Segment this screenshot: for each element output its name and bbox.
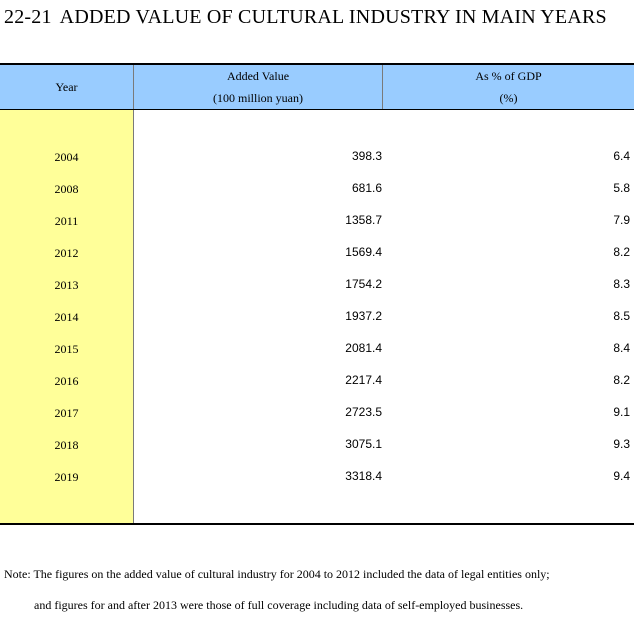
- cell-year: 2017: [54, 406, 79, 420]
- cell-added-value: 2723.5: [345, 405, 382, 419]
- cell-gdp-share: 6.4: [613, 149, 630, 163]
- cell-year: 2008: [54, 182, 79, 196]
- cell-year: 2012: [54, 246, 79, 260]
- cell-gdp-share: 8.3: [613, 277, 630, 291]
- table-header: Year Added Value (100 million yuan) As %…: [0, 65, 634, 109]
- header-added-value-label: Added Value: [226, 69, 290, 83]
- header-year: Year: [0, 65, 134, 109]
- cell-gdp-share: 9.1: [613, 405, 630, 419]
- table-row: 2014 1937.2 8.5: [0, 302, 634, 334]
- table-note-line-2: and figures for and after 2013 were thos…: [34, 598, 524, 612]
- cell-gdp-share: 8.2: [613, 373, 630, 387]
- table-row: 2011 1358.7 7.9: [0, 206, 634, 238]
- table-row: 2015 2081.4 8.4: [0, 334, 634, 366]
- table-row: 2019 3318.4 9.4: [0, 462, 634, 494]
- cell-gdp-share: 9.3: [613, 437, 630, 451]
- cell-added-value: 1569.4: [345, 245, 382, 259]
- header-gdp-share-unit: (%): [499, 91, 518, 105]
- table-number: 22-21: [4, 6, 52, 28]
- table-top-rule: [0, 63, 634, 65]
- table-row: 2016 2217.4 8.2: [0, 366, 634, 398]
- year-column-background: [0, 110, 134, 523]
- table-row: 2017 2723.5 9.1: [0, 398, 634, 430]
- cell-added-value: 681.6: [351, 181, 382, 195]
- cell-gdp-share: 5.8: [613, 181, 630, 195]
- cell-added-value: 398.3: [351, 149, 382, 163]
- cell-year: 2013: [54, 278, 79, 292]
- cell-year: 2014: [54, 310, 79, 324]
- table-row: 2008 681.6 5.8: [0, 174, 634, 206]
- table-row: 2012 1569.4 8.2: [0, 238, 634, 270]
- cell-added-value: 2081.4: [345, 341, 382, 355]
- table-row: 2018 3075.1 9.3: [0, 430, 634, 462]
- cell-year: 2016: [54, 374, 79, 388]
- table-title-text: ADDED VALUE OF CULTURAL INDUSTRY IN MAIN…: [59, 6, 607, 28]
- cell-gdp-share: 9.4: [613, 469, 630, 483]
- cell-added-value: 3318.4: [345, 469, 382, 483]
- cell-year: 2015: [54, 342, 79, 356]
- cell-added-value: 2217.4: [345, 373, 382, 387]
- cell-added-value: 3075.1: [345, 437, 382, 451]
- cell-gdp-share: 8.5: [613, 309, 630, 323]
- table-row: 2013 1754.2 8.3: [0, 270, 634, 302]
- cell-added-value: 1358.7: [345, 213, 382, 227]
- header-bottom-rule: [0, 109, 634, 110]
- cell-gdp-share: 8.4: [613, 341, 630, 355]
- cell-year: 2019: [54, 470, 79, 484]
- table-bottom-rule: [0, 523, 634, 525]
- header-added-value-unit: (100 million yuan): [213, 91, 303, 105]
- cell-year: 2018: [54, 438, 79, 452]
- cell-year: 2004: [54, 150, 79, 164]
- header-gdp-share-label: As % of GDP: [475, 69, 542, 83]
- table-row: 2004 398.3 6.4: [0, 142, 634, 174]
- cell-added-value: 1754.2: [345, 277, 382, 291]
- table-body: 2004 398.3 6.4 2008 681.6 5.8 2011 1358.…: [0, 142, 634, 494]
- cell-added-value: 1937.2: [345, 309, 382, 323]
- cell-year: 2011: [54, 214, 79, 228]
- table-note-line-1: Note: The figures on the added value of …: [4, 567, 550, 581]
- cell-gdp-share: 8.2: [613, 245, 630, 259]
- header-gdp-share: As % of GDP (%): [383, 65, 634, 109]
- cell-gdp-share: 7.9: [613, 213, 630, 227]
- header-added-value: Added Value (100 million yuan): [134, 65, 383, 109]
- page-title: 22-21 ADDED VALUE OF CULTURAL INDUSTRY IN…: [4, 6, 607, 29]
